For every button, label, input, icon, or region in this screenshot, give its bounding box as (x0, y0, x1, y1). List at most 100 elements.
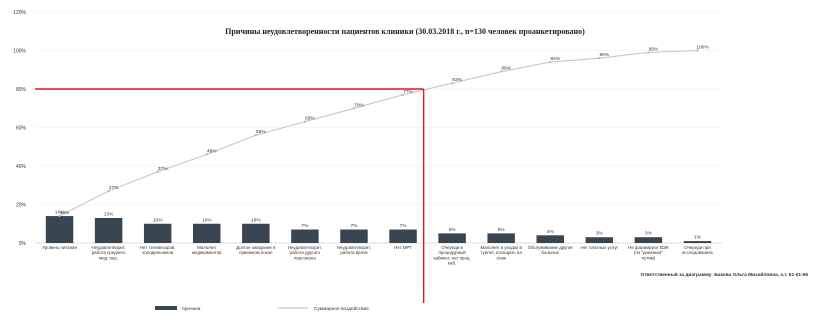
category-label: Мало/нет медикаментов (192, 245, 222, 255)
category-label-line: Неудовлетворит. (337, 245, 371, 250)
y-tick-label: 0% (19, 241, 27, 247)
category-label-line: Уровень питания (42, 245, 77, 250)
category-label: Долгое ожидание в приемном покое (236, 245, 276, 255)
bar-data-label: 3% (645, 231, 653, 237)
category-label-line: (по "дневным" (634, 250, 663, 255)
category-label: Нет платных услуг (580, 245, 618, 250)
cumulative-point (696, 49, 699, 52)
category-labels: Уровень питания Неудовлетворит. работа сре… (42, 245, 714, 266)
cumulative-line (58, 49, 699, 218)
bar-data-label: 5% (449, 227, 457, 233)
category-label-line: Очереди в (441, 245, 463, 250)
y-tick-label: 120% (13, 10, 26, 16)
line-data-label: 94% (550, 56, 560, 62)
bar-data-label: 4% (547, 229, 555, 235)
category-label-line: путям) (642, 255, 656, 260)
cumulative-point (352, 107, 356, 110)
cumulative-point (598, 57, 601, 60)
y-tick-label: 20% (16, 202, 27, 208)
bar-data-label: 3% (596, 231, 604, 237)
category-label: Обслуживание другие больные (528, 245, 574, 255)
category-label-line: персонала (294, 255, 316, 260)
cumulative-point (401, 93, 405, 96)
category-label-line: Нет МРТ (394, 245, 412, 250)
category-label-line: больные (541, 250, 559, 255)
line-data-label: 63% (305, 116, 315, 122)
bars (45, 216, 712, 243)
line-data-labels: 14% 27% 37% 46% 56% 63% 70% 77% 83% 89% 94% 96% 99% 1… (60, 45, 710, 217)
cumulative-point (500, 70, 503, 73)
category-label-line: медикаментов (192, 250, 222, 255)
line-data-label: 99% (649, 46, 659, 52)
bar (585, 237, 614, 243)
bar-data-labels: 14% 13% 10% 10% 10% 7% 7% 7% 5% 5% 4% 3% 3% 1% (55, 210, 702, 241)
category-label-line: каб. (448, 261, 456, 266)
category-label-line: кабинет, нет проц. (434, 255, 471, 260)
category-label-line: Неудовлетворит. (92, 245, 126, 250)
bar (242, 223, 270, 243)
category-label-line: Мало/нет в уходах в (480, 245, 522, 250)
cumulative-point (647, 51, 650, 54)
cumulative-point (549, 60, 552, 64)
legend-bar-swatch (155, 306, 177, 310)
chart-title: Причины неудовлетворенности пациентов кл… (225, 27, 585, 36)
y-tick-label: 40% (16, 164, 27, 170)
line-data-label: 100% (696, 45, 709, 51)
line-data-label: 14% (60, 210, 70, 216)
line-data-label: 83% (452, 77, 462, 83)
grid (35, 11, 722, 244)
category-label: Неудовлетворит. работа другого персонала (288, 245, 322, 260)
bar (291, 229, 319, 243)
bar-data-label: 10% (251, 217, 261, 223)
cumulative-point (303, 120, 306, 123)
category-label-line: приемном покое (239, 250, 273, 255)
line-data-label: 46% (207, 148, 217, 154)
bar (438, 233, 466, 243)
category-label: Не формируют ВЭК (по "дневным" путям) (628, 245, 669, 260)
bar (45, 216, 74, 243)
y-tick-label: 80% (16, 87, 27, 93)
bar-data-label: 7% (400, 223, 408, 229)
bar-data-label: 10% (153, 217, 163, 223)
y-tick-label: 60% (16, 125, 27, 131)
bar-data-label: 10% (202, 217, 212, 223)
category-label: Уровень питания (42, 245, 77, 250)
line-data-label: 70% (354, 102, 364, 108)
cumulative-point (156, 170, 159, 173)
line-data-label: 56% (256, 129, 266, 135)
line-data-label: 77% (403, 89, 413, 95)
bar-data-label: 7% (350, 223, 358, 229)
category-label: Неудовлетворит. работа врача (337, 245, 371, 255)
category-label-line: Не формируют ВЭК (628, 245, 669, 250)
legend-line-label: Суммарное воздействие (314, 305, 369, 312)
cumulative-point (451, 82, 454, 85)
bar (193, 223, 221, 243)
category-label-line: работа среднего (92, 250, 126, 255)
bar (143, 223, 172, 243)
category-label: Нет телевизоров, холодильников (140, 245, 176, 255)
line-data-label: 27% (109, 185, 119, 191)
bar (487, 233, 515, 243)
category-label-line: этаж (496, 255, 506, 260)
line-data-label: 37% (158, 166, 168, 172)
category-label-line: Нет телевизоров, (140, 245, 176, 250)
cumulative-point (58, 214, 61, 218)
category-label-line: Нет платных услуг (580, 245, 618, 250)
category-label-line: работа другого (290, 250, 321, 255)
category-label-line: холодильников (142, 250, 174, 255)
category-label: Мало/нет в уходах в туалет, посещать на эт… (480, 245, 522, 260)
bar (634, 237, 663, 243)
cutoff-lines (35, 88, 425, 303)
bar (94, 217, 123, 243)
category-label-line: процедурный (438, 250, 466, 255)
cumulative-point (107, 189, 110, 193)
category-label-line: Обслуживание другие (528, 245, 574, 250)
bar-data-label: 7% (301, 223, 309, 229)
category-label: Неудовлетворит. работа среднего мед. пер. (92, 245, 126, 260)
cumulative-point (205, 153, 208, 156)
category-label-line: исследованиях (682, 250, 714, 255)
category-label-line: туалет, посещать на (481, 250, 523, 255)
bar-data-label: 1% (694, 235, 702, 241)
